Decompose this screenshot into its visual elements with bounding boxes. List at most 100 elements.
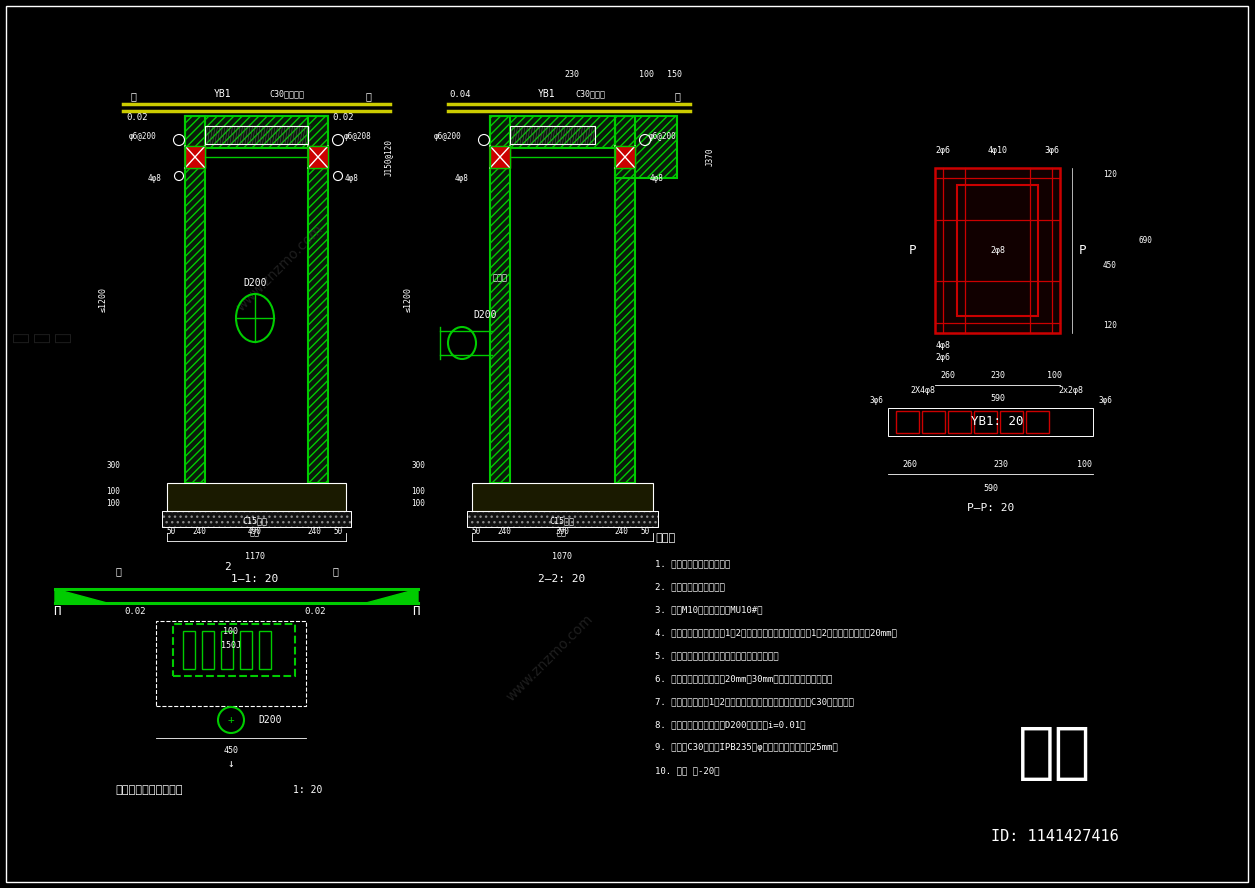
Bar	[240, 631, 252, 669]
Text: www.znzmo.com: www.znzmo.com	[503, 612, 596, 704]
Text: 2φ6: 2φ6	[935, 146, 950, 155]
Text: 690: 690	[1138, 236, 1152, 245]
Text: 120: 120	[1103, 321, 1117, 329]
Polygon shape	[55, 589, 107, 603]
Bar	[259, 631, 271, 669]
Text: 100: 100	[412, 498, 425, 508]
Text: 3φ6: 3φ6	[868, 395, 884, 405]
Text: φ6@208: φ6@208	[344, 131, 371, 140]
Text: П: П	[53, 605, 60, 617]
Text: ↓: ↓	[227, 759, 235, 769]
Text: 2X4φ8: 2X4φ8	[910, 385, 935, 394]
Polygon shape	[184, 146, 205, 168]
Text: 桩: 桩	[131, 91, 136, 101]
Bar	[935, 168, 1060, 333]
Text: 7. 装车进出，平面1：2水泥砂浆底层：底层砌，平石之间浇C30混凝土筑。: 7. 装车进出，平面1：2水泥砂浆底层：底层砌，平石之间浇C30混凝土筑。	[655, 697, 853, 706]
Text: 100: 100	[107, 498, 120, 508]
Text: 2φ6: 2φ6	[935, 353, 950, 361]
Text: J150@120: J150@120	[384, 139, 393, 176]
Text: 3. 砌体M10水泥砂浆砌筑MU10#。: 3. 砌体M10水泥砂浆砌筑MU10#。	[655, 605, 763, 614]
Text: 0.02: 0.02	[124, 607, 146, 615]
Text: 9. 装车以C30。钢筋IPB235（φ）。钢筋保护层厚度25mm。: 9. 装车以C30。钢筋IPB235（φ）。钢筋保护层厚度25mm。	[655, 743, 838, 752]
Text: 260: 260	[902, 459, 917, 469]
Bar	[162, 511, 351, 527]
Text: 150J: 150J	[221, 640, 241, 649]
Text: 阶梯形: 阶梯形	[492, 274, 507, 282]
Text: 590: 590	[990, 393, 1005, 402]
Text: 50: 50	[640, 527, 650, 535]
Bar	[467, 511, 658, 527]
Bar	[307, 116, 328, 483]
Text: 300: 300	[107, 461, 120, 470]
Text: 卵砾: 卵砾	[250, 528, 260, 537]
Bar	[889, 408, 1093, 436]
Text: 4φ8: 4φ8	[456, 173, 469, 183]
Text: 0.04: 0.04	[449, 90, 471, 99]
Text: 4. 平、侧石砌缝：底层砌1：2水泥砂浆，表层外，外侧砖间1：2抹水泥砂浆，厚度20mm。: 4. 平、侧石砌缝：底层砌1：2水泥砂浆，表层外，外侧砖间1：2抹水泥砂浆，厚度…	[655, 628, 897, 637]
Text: 240: 240	[614, 527, 628, 535]
Text: 100: 100	[107, 487, 120, 496]
Text: C30混凝土梁: C30混凝土梁	[270, 90, 305, 99]
Text: 4φ8: 4φ8	[650, 173, 664, 183]
Bar	[615, 146, 635, 168]
Text: 120: 120	[1103, 170, 1117, 178]
Text: 单蓖式雨水井口平面图: 单蓖式雨水井口平面图	[115, 785, 182, 795]
Text: ≤1200: ≤1200	[98, 287, 108, 312]
Bar	[615, 116, 635, 483]
Bar	[615, 116, 676, 178]
Text: J370: J370	[705, 147, 714, 166]
Text: 知末: 知末	[1018, 724, 1092, 782]
Polygon shape	[366, 589, 418, 603]
Text: YB1: 20: YB1: 20	[971, 415, 1024, 427]
Text: P—P: 20: P—P: 20	[966, 503, 1014, 513]
Text: 50: 50	[472, 527, 481, 535]
Text: 1170: 1170	[245, 551, 265, 560]
Text: 100: 100	[640, 69, 655, 78]
Bar	[974, 411, 996, 433]
Text: P: P	[1078, 244, 1086, 257]
Polygon shape	[489, 146, 510, 168]
Text: 230: 230	[993, 459, 1008, 469]
Text: φ6@200: φ6@200	[129, 131, 157, 140]
Bar	[489, 116, 510, 483]
Text: 490: 490	[248, 527, 262, 535]
Bar	[184, 116, 328, 148]
Bar	[184, 116, 328, 148]
Text: 240: 240	[192, 527, 206, 535]
Bar	[615, 116, 676, 178]
Text: C15垫层: C15垫层	[242, 517, 267, 526]
Text: C15垫层: C15垫层	[550, 517, 575, 526]
Bar	[467, 511, 658, 527]
Text: 240: 240	[497, 527, 511, 535]
Text: 说明：: 说明：	[655, 533, 675, 543]
Bar	[156, 621, 306, 706]
Bar	[307, 146, 328, 168]
Text: D200: D200	[259, 715, 282, 725]
Bar	[202, 631, 215, 669]
Text: 2. 钢筋连接方式按图纸。: 2. 钢筋连接方式按图纸。	[655, 582, 725, 591]
Text: φ6@200: φ6@200	[649, 131, 676, 140]
Bar	[167, 483, 346, 511]
Text: 100: 100	[1048, 370, 1063, 379]
Bar	[173, 624, 295, 676]
Text: 2φ8: 2φ8	[990, 246, 1005, 255]
Text: 100: 100	[1078, 459, 1093, 469]
Text: 2x2φ8: 2x2φ8	[1058, 385, 1083, 394]
Bar	[489, 146, 510, 168]
Text: 桩: 桩	[674, 91, 680, 101]
Text: D200: D200	[243, 278, 267, 288]
Text: www.znzmo.com: www.znzmo.com	[233, 222, 326, 314]
Bar	[184, 146, 205, 168]
Bar	[1027, 411, 1049, 433]
Text: ID: 1141427416: ID: 1141427416	[991, 829, 1119, 844]
Text: YB1: YB1	[538, 89, 556, 99]
Text: YB1: YB1	[215, 89, 232, 99]
Bar	[510, 126, 595, 144]
Bar	[221, 631, 233, 669]
Bar	[948, 411, 971, 433]
Bar	[615, 116, 635, 483]
Text: ≤1200: ≤1200	[404, 287, 413, 312]
Text: 4φ8: 4φ8	[345, 173, 359, 183]
Bar	[958, 185, 1038, 316]
Text: 4φ8: 4φ8	[148, 173, 162, 183]
